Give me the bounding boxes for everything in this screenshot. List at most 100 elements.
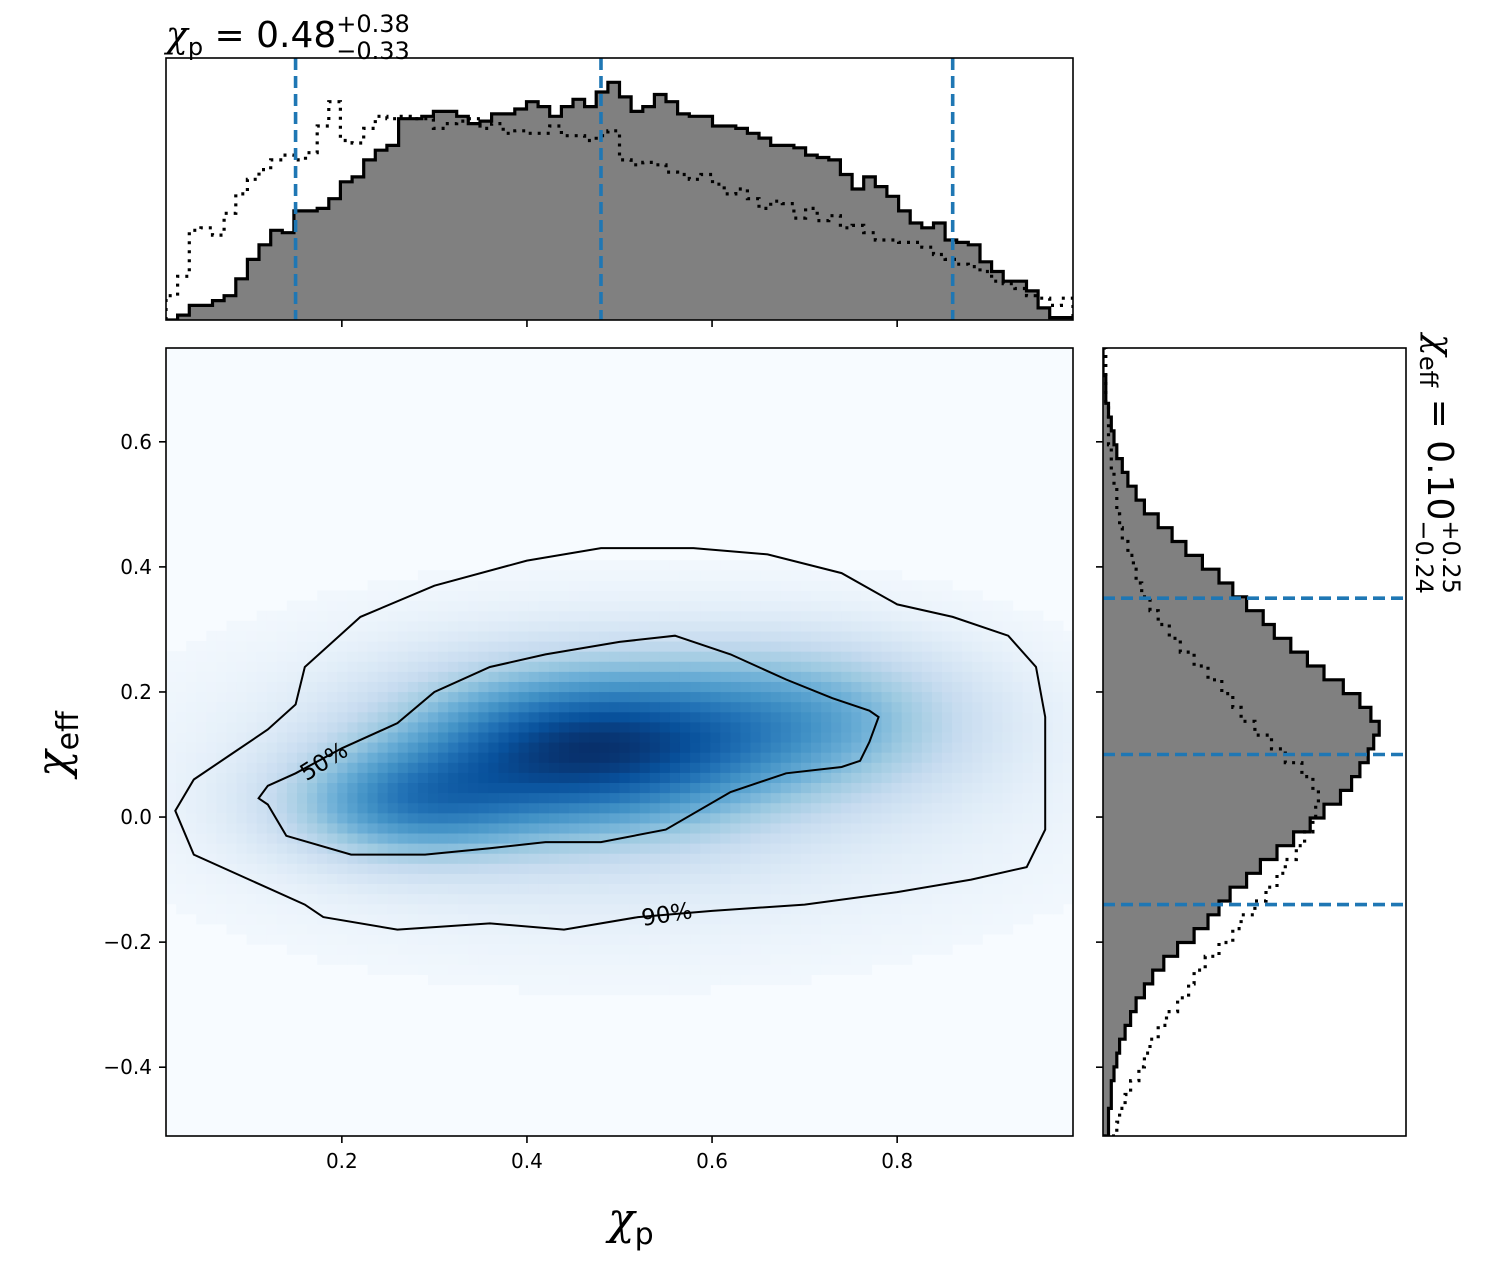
density-cell	[1042, 903, 1054, 915]
density-cell	[387, 772, 399, 784]
density-cell	[690, 701, 701, 713]
density-cell	[941, 853, 953, 864]
density-cell	[347, 731, 359, 743]
density-cell	[1052, 731, 1064, 743]
density-cell	[569, 600, 580, 612]
density-cell	[810, 580, 822, 592]
density-cell	[508, 782, 520, 794]
density-cell	[538, 620, 550, 632]
density-cell	[166, 792, 177, 804]
density-cell	[790, 762, 802, 773]
density-cell	[407, 610, 419, 622]
density-cell	[760, 954, 772, 965]
density-cell	[286, 630, 298, 642]
density-cell	[528, 954, 540, 965]
density-cell	[851, 681, 862, 693]
density-cell	[770, 600, 782, 612]
density-cell	[841, 923, 852, 935]
density-cell	[821, 853, 832, 864]
density-cell	[1062, 731, 1073, 743]
density-cell	[226, 822, 238, 834]
density-cell	[952, 701, 963, 713]
density-cell	[609, 742, 621, 753]
density-cell	[407, 752, 419, 763]
density-cell	[911, 640, 923, 652]
density-cell	[700, 681, 711, 693]
density-cell	[871, 782, 883, 794]
density-cell	[690, 570, 701, 581]
density-cell	[327, 681, 338, 693]
density-cell	[609, 974, 621, 986]
density-cell	[286, 944, 298, 955]
density-cell	[861, 752, 873, 763]
density-cell	[367, 742, 379, 753]
density-cell	[962, 671, 973, 682]
density-cell	[297, 640, 308, 652]
density-cell	[579, 863, 590, 874]
density-cell	[810, 691, 822, 703]
density-cell	[498, 681, 510, 693]
density-cell	[760, 923, 772, 935]
density-cell	[1002, 822, 1014, 834]
x-axis-label: χp	[605, 1194, 654, 1252]
density-cell	[297, 822, 308, 834]
density-cell	[276, 620, 288, 632]
density-cell	[387, 691, 399, 703]
density-cell	[720, 954, 731, 965]
density-cell	[428, 822, 439, 834]
density-cell	[1012, 772, 1024, 784]
density-cell	[710, 893, 721, 905]
density-cell	[921, 933, 933, 945]
density-cell	[307, 630, 318, 642]
density-cell	[538, 782, 550, 794]
density-cell	[387, 630, 399, 642]
density-cell	[428, 964, 439, 975]
density-cell	[438, 933, 449, 945]
density-cell	[669, 661, 681, 672]
density-cell	[548, 853, 560, 864]
density-cell	[851, 802, 862, 814]
density-cell	[921, 590, 933, 602]
density-cell	[941, 923, 953, 935]
density-cell	[508, 651, 520, 662]
density-cell	[468, 964, 480, 975]
density-cell	[710, 610, 721, 622]
density-cell	[982, 903, 993, 915]
density-cell	[891, 590, 903, 602]
density-cell	[276, 832, 288, 844]
density-cell	[649, 580, 661, 592]
density-cell	[337, 721, 348, 733]
density-cell	[1062, 822, 1073, 834]
density-cell	[397, 792, 409, 804]
density-cell	[901, 782, 913, 794]
density-cell	[407, 772, 419, 784]
density-cell	[397, 721, 409, 733]
density-cell	[266, 893, 278, 905]
density-cell	[417, 691, 429, 703]
density-cell	[639, 863, 651, 874]
density-cell	[347, 691, 359, 703]
density-cell	[377, 782, 389, 794]
density-cell	[810, 620, 822, 632]
density-cell	[730, 843, 742, 854]
density-cell	[347, 711, 359, 723]
density-cell	[609, 853, 621, 864]
density-cell	[417, 893, 429, 905]
density-cell	[891, 792, 903, 804]
density-cell	[518, 620, 530, 632]
density-cell	[468, 913, 480, 925]
density-cell	[669, 822, 681, 834]
density-cell	[438, 721, 449, 733]
density-cell	[337, 681, 348, 693]
density-cell	[710, 640, 721, 652]
density-cell	[780, 812, 792, 824]
density-cell	[407, 944, 419, 955]
density-cell	[508, 832, 520, 844]
density-cell	[297, 600, 308, 612]
density-cell	[952, 863, 963, 874]
density-cell	[831, 600, 842, 612]
density-cell	[569, 590, 580, 602]
density-cell	[448, 681, 459, 693]
density-cell	[226, 853, 238, 864]
density-cell	[327, 873, 338, 885]
